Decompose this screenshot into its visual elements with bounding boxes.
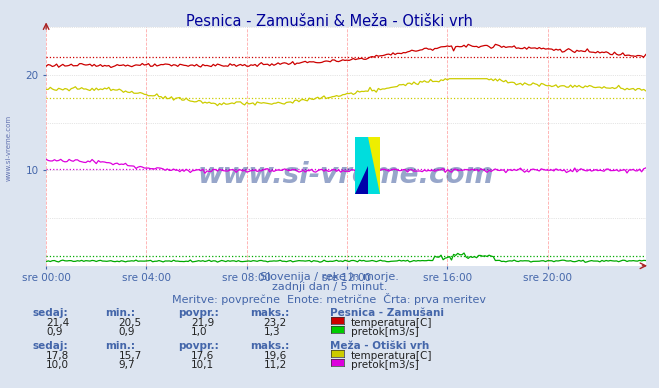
Text: povpr.:: povpr.: (178, 341, 219, 352)
Text: maks.:: maks.: (250, 341, 290, 352)
Text: 17,8: 17,8 (46, 351, 69, 361)
Text: temperatura[C]: temperatura[C] (351, 351, 432, 361)
Text: min.:: min.: (105, 308, 136, 319)
Text: 21,9: 21,9 (191, 318, 214, 328)
Text: 17,6: 17,6 (191, 351, 214, 361)
Text: 1,3: 1,3 (264, 327, 280, 337)
Text: pretok[m3/s]: pretok[m3/s] (351, 360, 418, 370)
Text: zadnji dan / 5 minut.: zadnji dan / 5 minut. (272, 282, 387, 293)
Text: 1,0: 1,0 (191, 327, 208, 337)
Text: 10,0: 10,0 (46, 360, 69, 370)
Polygon shape (355, 166, 368, 194)
Text: 0,9: 0,9 (119, 327, 135, 337)
Text: maks.:: maks.: (250, 308, 290, 319)
Text: Pesnica - Zamušani: Pesnica - Zamušani (330, 308, 444, 319)
Text: Slovenija / reke in morje.: Slovenija / reke in morje. (260, 272, 399, 282)
Text: min.:: min.: (105, 341, 136, 352)
Bar (355, 137, 380, 194)
Text: 0,9: 0,9 (46, 327, 63, 337)
Text: www.si-vreme.com: www.si-vreme.com (5, 114, 12, 180)
Text: 10,1: 10,1 (191, 360, 214, 370)
Text: 9,7: 9,7 (119, 360, 135, 370)
Text: 21,4: 21,4 (46, 318, 69, 328)
Text: Meža - Otiški vrh: Meža - Otiški vrh (330, 341, 429, 352)
Text: Meritve: povprečne  Enote: metrične  Črta: prva meritev: Meritve: povprečne Enote: metrične Črta:… (173, 293, 486, 305)
Text: sedaj:: sedaj: (33, 308, 69, 319)
Text: povpr.:: povpr.: (178, 308, 219, 319)
Text: 19,6: 19,6 (264, 351, 287, 361)
Text: 23,2: 23,2 (264, 318, 287, 328)
Text: 15,7: 15,7 (119, 351, 142, 361)
Text: pretok[m3/s]: pretok[m3/s] (351, 327, 418, 337)
Text: 11,2: 11,2 (264, 360, 287, 370)
Text: www.si-vreme.com: www.si-vreme.com (198, 161, 494, 189)
Text: sedaj:: sedaj: (33, 341, 69, 352)
Polygon shape (368, 137, 380, 194)
Text: temperatura[C]: temperatura[C] (351, 318, 432, 328)
Text: 20,5: 20,5 (119, 318, 142, 328)
Text: Pesnica - Zamušani & Meža - Otiški vrh: Pesnica - Zamušani & Meža - Otiški vrh (186, 14, 473, 29)
